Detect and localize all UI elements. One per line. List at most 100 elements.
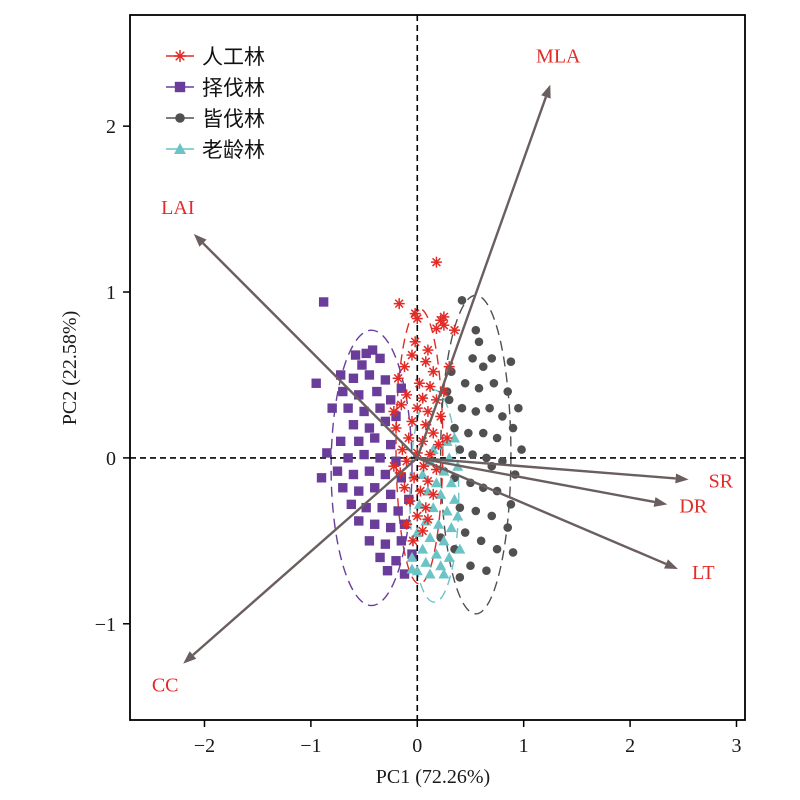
x-tick-label-5: 3 [731,735,741,757]
legend-label-1: 择伐林 [202,76,265,100]
point-circle-44 [455,573,465,582]
point-triangle-32 [454,543,466,554]
legend-marker-asterisk [174,50,186,62]
point-square-36 [385,489,396,500]
point-square-54 [327,403,337,413]
point-asterisk-3 [411,313,423,325]
point-circle-12 [444,395,454,405]
point-square-37 [346,499,357,510]
point-square-21 [370,433,380,443]
point-square-9 [354,390,364,400]
point-circle-15 [485,403,494,413]
point-asterisk-42 [404,495,416,507]
point-asterisk-6 [449,324,461,336]
point-circle-9 [489,378,499,388]
vector-label-dr: DR [679,495,707,517]
point-triangle-18 [411,527,423,538]
point-triangle-16 [433,518,445,529]
point-asterisk-40 [414,485,426,497]
point-square-28 [332,466,343,476]
point-square-45 [364,536,375,546]
vector-arrowhead-mla [541,84,551,99]
point-asterisk-19 [395,399,407,411]
point-square-47 [396,536,407,546]
point-asterisk-0 [430,256,442,268]
y-tick-label-0: −1 [95,614,116,636]
point-circle-37 [460,528,470,537]
vector-arrowhead-lai [193,233,207,247]
point-circle-10 [503,387,513,396]
vector-line-sr [417,456,676,480]
point-triangle-26 [435,560,447,571]
point-square-20 [354,436,364,447]
point-square-34 [354,486,364,496]
point-circle-48 [474,337,484,347]
point-asterisk-43 [420,502,432,514]
vector-label-cc: CC [152,675,179,697]
point-triangle-8 [445,477,457,488]
point-triangle-25 [420,556,432,567]
point-circle-0 [457,296,467,305]
point-triangle-12 [413,498,425,509]
ellipse-1 [330,329,413,607]
point-circle-34 [471,506,481,516]
point-square-23 [322,448,332,458]
point-asterisk-34 [418,460,430,472]
point-circle-18 [464,428,473,438]
point-circle-8 [474,383,484,393]
point-circle-13 [457,403,467,413]
legend-marker-circle [175,113,185,123]
point-asterisk-51 [441,432,453,444]
point-triangle-29 [438,568,450,579]
point-square-19 [335,436,346,447]
point-asterisk-15 [424,381,436,393]
point-square-10 [372,386,382,397]
point-square-49 [391,556,401,566]
point-triangle-22 [430,548,442,559]
point-circle-40 [508,548,518,557]
point-square-14 [375,403,385,413]
point-triangle-21 [417,543,429,554]
point-triangle-11 [449,493,461,504]
point-square-48 [375,552,385,563]
point-triangle-0 [449,432,461,443]
point-circle-7 [460,378,470,388]
point-asterisk-20 [411,402,423,414]
point-circle-4 [478,362,488,371]
point-triangle-28 [424,568,436,579]
point-asterisk-1 [393,298,405,310]
point-square-11 [385,395,396,405]
point-asterisk-8 [438,319,450,331]
legend-label-3: 老龄林 [202,138,265,162]
point-asterisk-39 [399,482,411,494]
vector-label-lt: LT [692,562,715,584]
point-triangle-31 [452,510,464,521]
point-asterisk-47 [407,535,419,547]
point-asterisk-37 [408,472,420,484]
vector-arrowhead-cc [183,651,197,664]
point-asterisk-23 [406,415,418,427]
point-square-38 [361,502,371,513]
point-square-57 [350,350,361,360]
legend-marker-square [174,81,186,93]
point-square-29 [348,469,359,480]
x-tick-label-2: 0 [412,735,422,757]
point-square-56 [335,370,346,380]
point-square-2 [367,345,378,355]
point-square-31 [380,469,391,480]
vector-label-lai: LAI [161,197,194,219]
point-asterisk-27 [403,432,415,444]
point-circle-33 [455,503,465,512]
point-circle-22 [517,445,526,454]
x-tick-label-4: 2 [625,735,635,757]
point-square-22 [385,439,396,450]
vector-arrowhead-dr [653,497,668,507]
point-asterisk-52 [388,405,400,417]
point-square-3 [357,360,367,370]
point-square-52 [399,569,410,579]
vector-line-mla [416,96,548,459]
point-circle-17 [450,423,459,433]
